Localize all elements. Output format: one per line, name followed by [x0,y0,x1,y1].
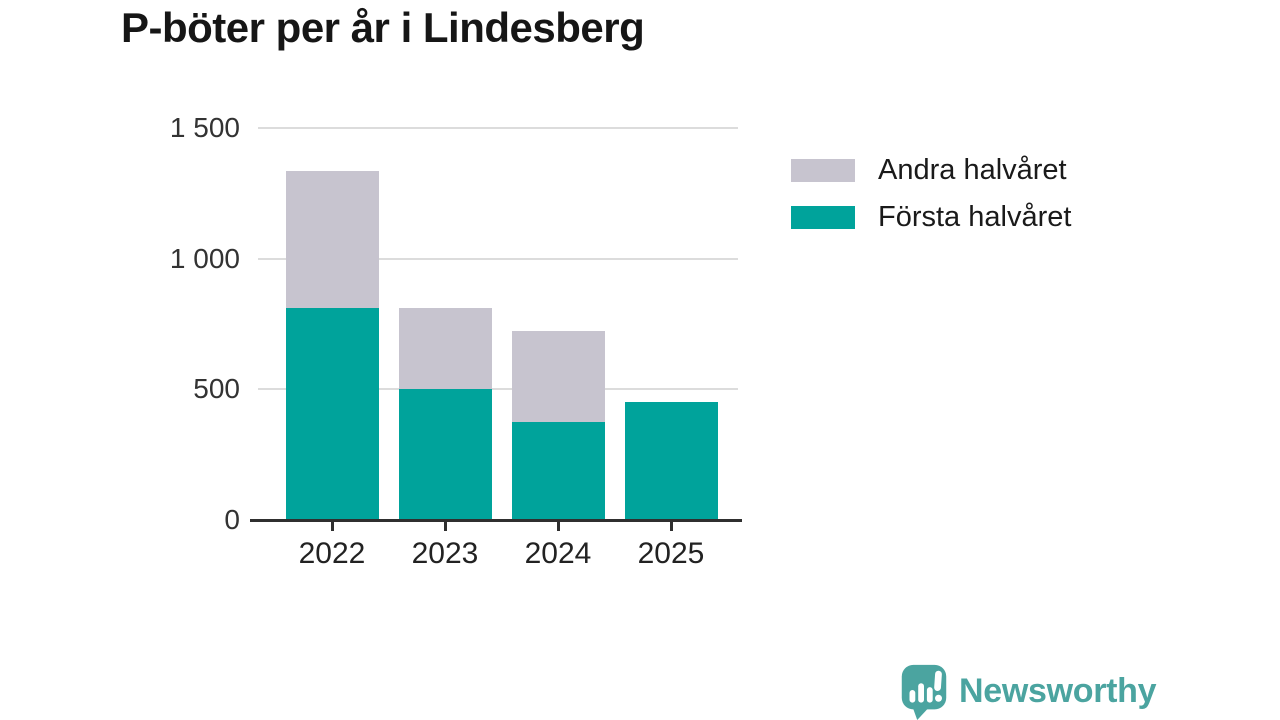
legend-label: Första halvåret [878,201,1072,233]
y-axis-label: 0 [224,504,240,535]
newsworthy-wordmark: Newsworthy [959,671,1157,710]
x-axis-tick [557,522,560,531]
bar-segment-andra-halv-ret-2023 [398,308,492,390]
legend-swatch-forsta-halvaret [791,205,855,229]
y-axis-label: 1 500 [169,112,240,143]
gridline [258,388,738,391]
legend: Andra halvåret Första halvåret [791,153,1071,247]
y-axis-label: 500 [193,373,240,405]
x-axis-line [250,519,742,522]
newsworthy-logo: Newsworthy [898,662,1157,720]
x-axis-label-2024: 2024 [524,537,592,570]
chart-title: P-böter per år i Lindesberg [121,4,645,51]
gridline [258,257,738,260]
bar-segment-f-rsta-halv-ret-2022 [285,308,379,520]
bar-segment-andra-halv-ret-2022 [285,171,379,309]
legend-swatch-andra-halvaret [791,158,855,182]
bar-segment-f-rsta-halv-ret-2024 [511,422,605,520]
x-axis-tick [670,522,673,531]
legend-item-forsta-halvaret: Första halvåret [791,200,1071,234]
x-axis-tick [444,522,447,531]
x-axis-label-2023: 2023 [411,537,479,570]
legend-label: Andra halvåret [878,154,1067,186]
bar-segment-f-rsta-halv-ret-2023 [398,389,492,520]
x-axis-label-2025: 2025 [637,537,705,570]
bar-chart-speech-bubble-icon [901,664,947,720]
bar-segment-f-rsta-halv-ret-2025 [624,402,718,520]
legend-item-andra-halvaret: Andra halvåret [791,153,1071,187]
bar-segment-andra-halv-ret-2024 [511,330,605,422]
x-axis-tick [331,522,334,531]
gridline [258,127,738,129]
x-axis-label-2022: 2022 [298,537,366,570]
y-axis-label: 1 000 [169,242,240,274]
